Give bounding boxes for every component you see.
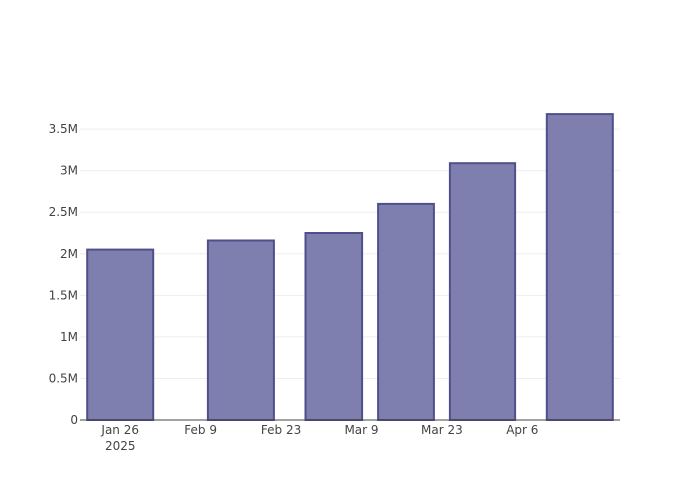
y-tick-label: 2.5M [49, 205, 78, 219]
axes: 0 0.5M 1M 1.5M 2M 2.5M 3M 3.5M Jan 26 2025 Feb 9 Fe… [49, 122, 620, 453]
bar [377, 202, 435, 421]
x-tick-label: Apr 6 [506, 423, 538, 437]
y-tick-label: 0.5M [49, 371, 78, 385]
bar [448, 162, 517, 421]
bars [86, 113, 614, 421]
bar [304, 232, 364, 421]
x-tick-sublabel: 2025 [105, 439, 136, 453]
y-tick-label: 0 [70, 413, 78, 427]
y-tick-label: 1.5M [49, 288, 78, 302]
x-tick-label: Feb 9 [184, 423, 217, 437]
y-tick-label: 2M [60, 247, 78, 261]
bar [206, 239, 275, 421]
x-tick-label: Jan 26 [100, 423, 139, 437]
y-tick-label: 3M [60, 164, 78, 178]
y-tick-label: 1M [60, 330, 78, 344]
x-tick-label: Mar 23 [421, 423, 463, 437]
bar [86, 248, 155, 421]
x-tick-label: Feb 23 [261, 423, 301, 437]
y-tick-label: 3.5M [49, 122, 78, 136]
x-tick-label: Mar 9 [344, 423, 378, 437]
bar [545, 113, 614, 421]
